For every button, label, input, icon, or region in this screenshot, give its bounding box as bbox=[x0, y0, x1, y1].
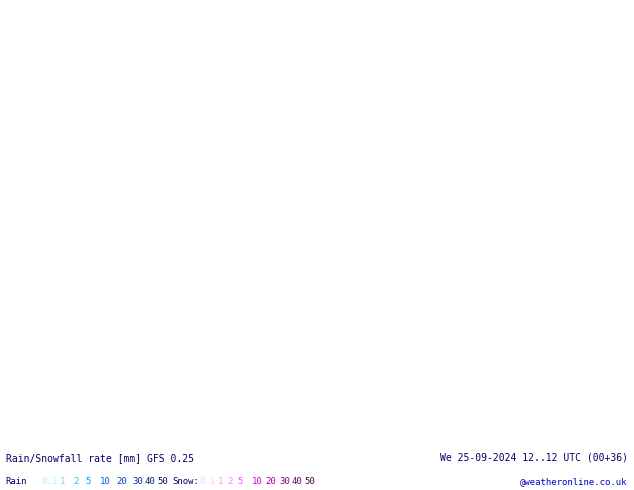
Text: 50: 50 bbox=[157, 477, 168, 486]
Text: Snow:: Snow: bbox=[172, 477, 199, 486]
Text: 5: 5 bbox=[238, 477, 243, 486]
Text: 2: 2 bbox=[227, 477, 232, 486]
Text: @weatheronline.co.uk: @weatheronline.co.uk bbox=[520, 477, 628, 486]
Text: 40: 40 bbox=[292, 477, 302, 486]
Text: 2: 2 bbox=[73, 477, 78, 486]
Text: 0.1: 0.1 bbox=[41, 477, 57, 486]
Text: 1: 1 bbox=[60, 477, 65, 486]
Text: 1: 1 bbox=[217, 477, 223, 486]
Text: 0.1: 0.1 bbox=[200, 477, 216, 486]
Text: 10: 10 bbox=[100, 477, 111, 486]
Text: Rain: Rain bbox=[5, 477, 27, 486]
Text: 30: 30 bbox=[132, 477, 143, 486]
Text: 10: 10 bbox=[252, 477, 262, 486]
Text: 30: 30 bbox=[279, 477, 290, 486]
Text: Rain/Snowfall rate [mm] GFS 0.25: Rain/Snowfall rate [mm] GFS 0.25 bbox=[6, 453, 195, 463]
Text: 50: 50 bbox=[304, 477, 315, 486]
Text: 20: 20 bbox=[265, 477, 276, 486]
Text: 5: 5 bbox=[86, 477, 91, 486]
Text: 20: 20 bbox=[116, 477, 127, 486]
Text: 40: 40 bbox=[145, 477, 155, 486]
Text: We 25-09-2024 12..12 UTC (00+36): We 25-09-2024 12..12 UTC (00+36) bbox=[439, 453, 628, 463]
